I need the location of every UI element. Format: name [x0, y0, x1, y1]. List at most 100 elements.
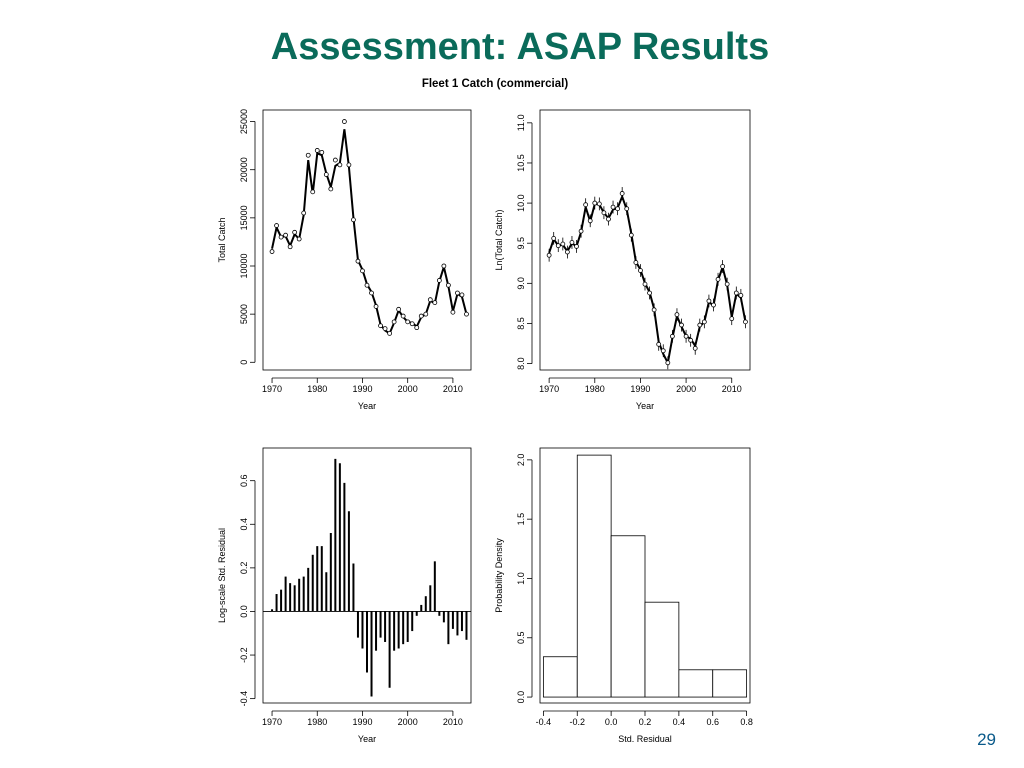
- x-tick-label: 0.4: [673, 717, 686, 727]
- observed-point: [720, 264, 726, 269]
- observed-point: [738, 292, 744, 298]
- x-tick-label: 1980: [307, 717, 327, 727]
- observed-point: [546, 252, 552, 258]
- observed-point: [656, 341, 662, 347]
- histogram-bar: [644, 601, 680, 698]
- observed-point: [432, 300, 438, 305]
- observed-point: [301, 210, 307, 216]
- observed-point: [323, 172, 329, 177]
- y-axis-label: Log-scale Std. Residual: [217, 528, 227, 623]
- observed-point: [564, 249, 570, 255]
- observed-point: [332, 157, 338, 163]
- observed-point: [269, 249, 275, 254]
- observed-point: [642, 281, 648, 287]
- x-tick-label: 0.0: [605, 717, 618, 727]
- y-tick-label: 0.4: [239, 518, 249, 531]
- y-tick-label: 15000: [239, 205, 249, 230]
- y-tick-label: 0.6: [239, 474, 249, 487]
- x-tick-label: 1970: [262, 384, 282, 394]
- y-tick-label: 8.5: [516, 317, 526, 330]
- observed-point: [418, 313, 424, 319]
- observed-point: [396, 306, 402, 312]
- observed-point: [360, 268, 365, 274]
- observed-point: [292, 229, 298, 235]
- observed-point: [729, 316, 735, 322]
- histogram-bar: [712, 669, 748, 698]
- observed-point: [692, 345, 698, 351]
- observed-point: [679, 322, 684, 328]
- x-tick-label: 2010: [443, 384, 463, 394]
- y-tick-label: -0.2: [239, 647, 249, 663]
- y-tick-label: 10.5: [516, 154, 526, 172]
- observed-point: [574, 244, 579, 249]
- x-tick-label: -0.4: [536, 717, 552, 727]
- observed-point: [450, 309, 456, 315]
- x-axis-label: Year: [358, 734, 376, 744]
- x-tick-label: 1980: [585, 384, 605, 394]
- x-tick-label: 1970: [539, 384, 559, 394]
- observed-point: [464, 311, 469, 317]
- plot-frame: [262, 447, 472, 704]
- observed-point: [314, 148, 320, 153]
- y-axis-label: Total Catch: [217, 217, 227, 262]
- histogram-bar: [542, 656, 578, 698]
- y-tick-label: 9.0: [516, 277, 526, 290]
- observed-point: [724, 281, 730, 287]
- y-tick-label: 10000: [239, 253, 249, 278]
- observed-point: [610, 204, 616, 210]
- observed-point: [711, 302, 716, 308]
- observed-point: [373, 304, 379, 309]
- observed-point: [427, 297, 433, 303]
- plot-frame: [262, 109, 472, 371]
- observed-point: [278, 234, 284, 240]
- observed-point: [382, 326, 388, 331]
- observed-point: [346, 162, 352, 168]
- y-tick-label: -0.4: [239, 691, 249, 707]
- observed-point: [651, 307, 657, 313]
- y-tick-label: 0.5: [516, 632, 526, 645]
- x-axis-label: Year: [636, 401, 654, 411]
- y-tick-label: 5000: [239, 304, 249, 324]
- observed-point: [615, 206, 621, 212]
- x-tick-label: 2010: [722, 384, 742, 394]
- observed-point: [364, 282, 370, 288]
- observed-point: [683, 333, 689, 339]
- plot-frame: [539, 447, 751, 704]
- x-tick-label: 0.6: [706, 717, 719, 727]
- observed-point: [445, 282, 451, 288]
- slide-title: Assessment: ASAP Results: [270, 26, 770, 68]
- panel-ln-total-catch: 1970 1980 1990 2000 2010 Year 8.0 8.5 9.0 9.5 10.0…: [494, 109, 751, 411]
- x-tick-label: 2000: [676, 384, 696, 394]
- observed-point: [715, 276, 721, 282]
- y-tick-label: 1.0: [516, 572, 526, 585]
- y-tick-label: 20000: [239, 157, 249, 182]
- plot-frame: [539, 109, 751, 371]
- y-tick-label: 0.0: [516, 691, 526, 704]
- observed-point: [441, 263, 447, 269]
- observed-point: [391, 319, 397, 325]
- observed-point: [274, 223, 279, 228]
- observed-point: [569, 240, 575, 245]
- observed-point: [596, 201, 602, 207]
- observed-point: [378, 323, 383, 329]
- observed-point: [669, 333, 675, 339]
- observed-point: [665, 360, 671, 366]
- observed-point: [688, 337, 694, 343]
- observed-point: [560, 241, 566, 247]
- x-tick-label: 1990: [352, 717, 372, 727]
- observed-point: [355, 258, 361, 264]
- observed-point: [583, 202, 589, 208]
- histogram-bar: [678, 669, 714, 698]
- observed-point: [587, 218, 593, 224]
- observed-point: [555, 243, 561, 249]
- observed-point: [619, 191, 625, 196]
- observed-point: [423, 311, 429, 317]
- observed-point: [310, 189, 316, 195]
- predicted-line: [271, 129, 468, 335]
- observed-point: [701, 319, 707, 325]
- y-tick-label: 2.0: [516, 454, 526, 467]
- observed-point: [369, 290, 374, 296]
- x-tick-label: 1980: [307, 384, 327, 394]
- y-tick-label: 11.0: [516, 114, 526, 131]
